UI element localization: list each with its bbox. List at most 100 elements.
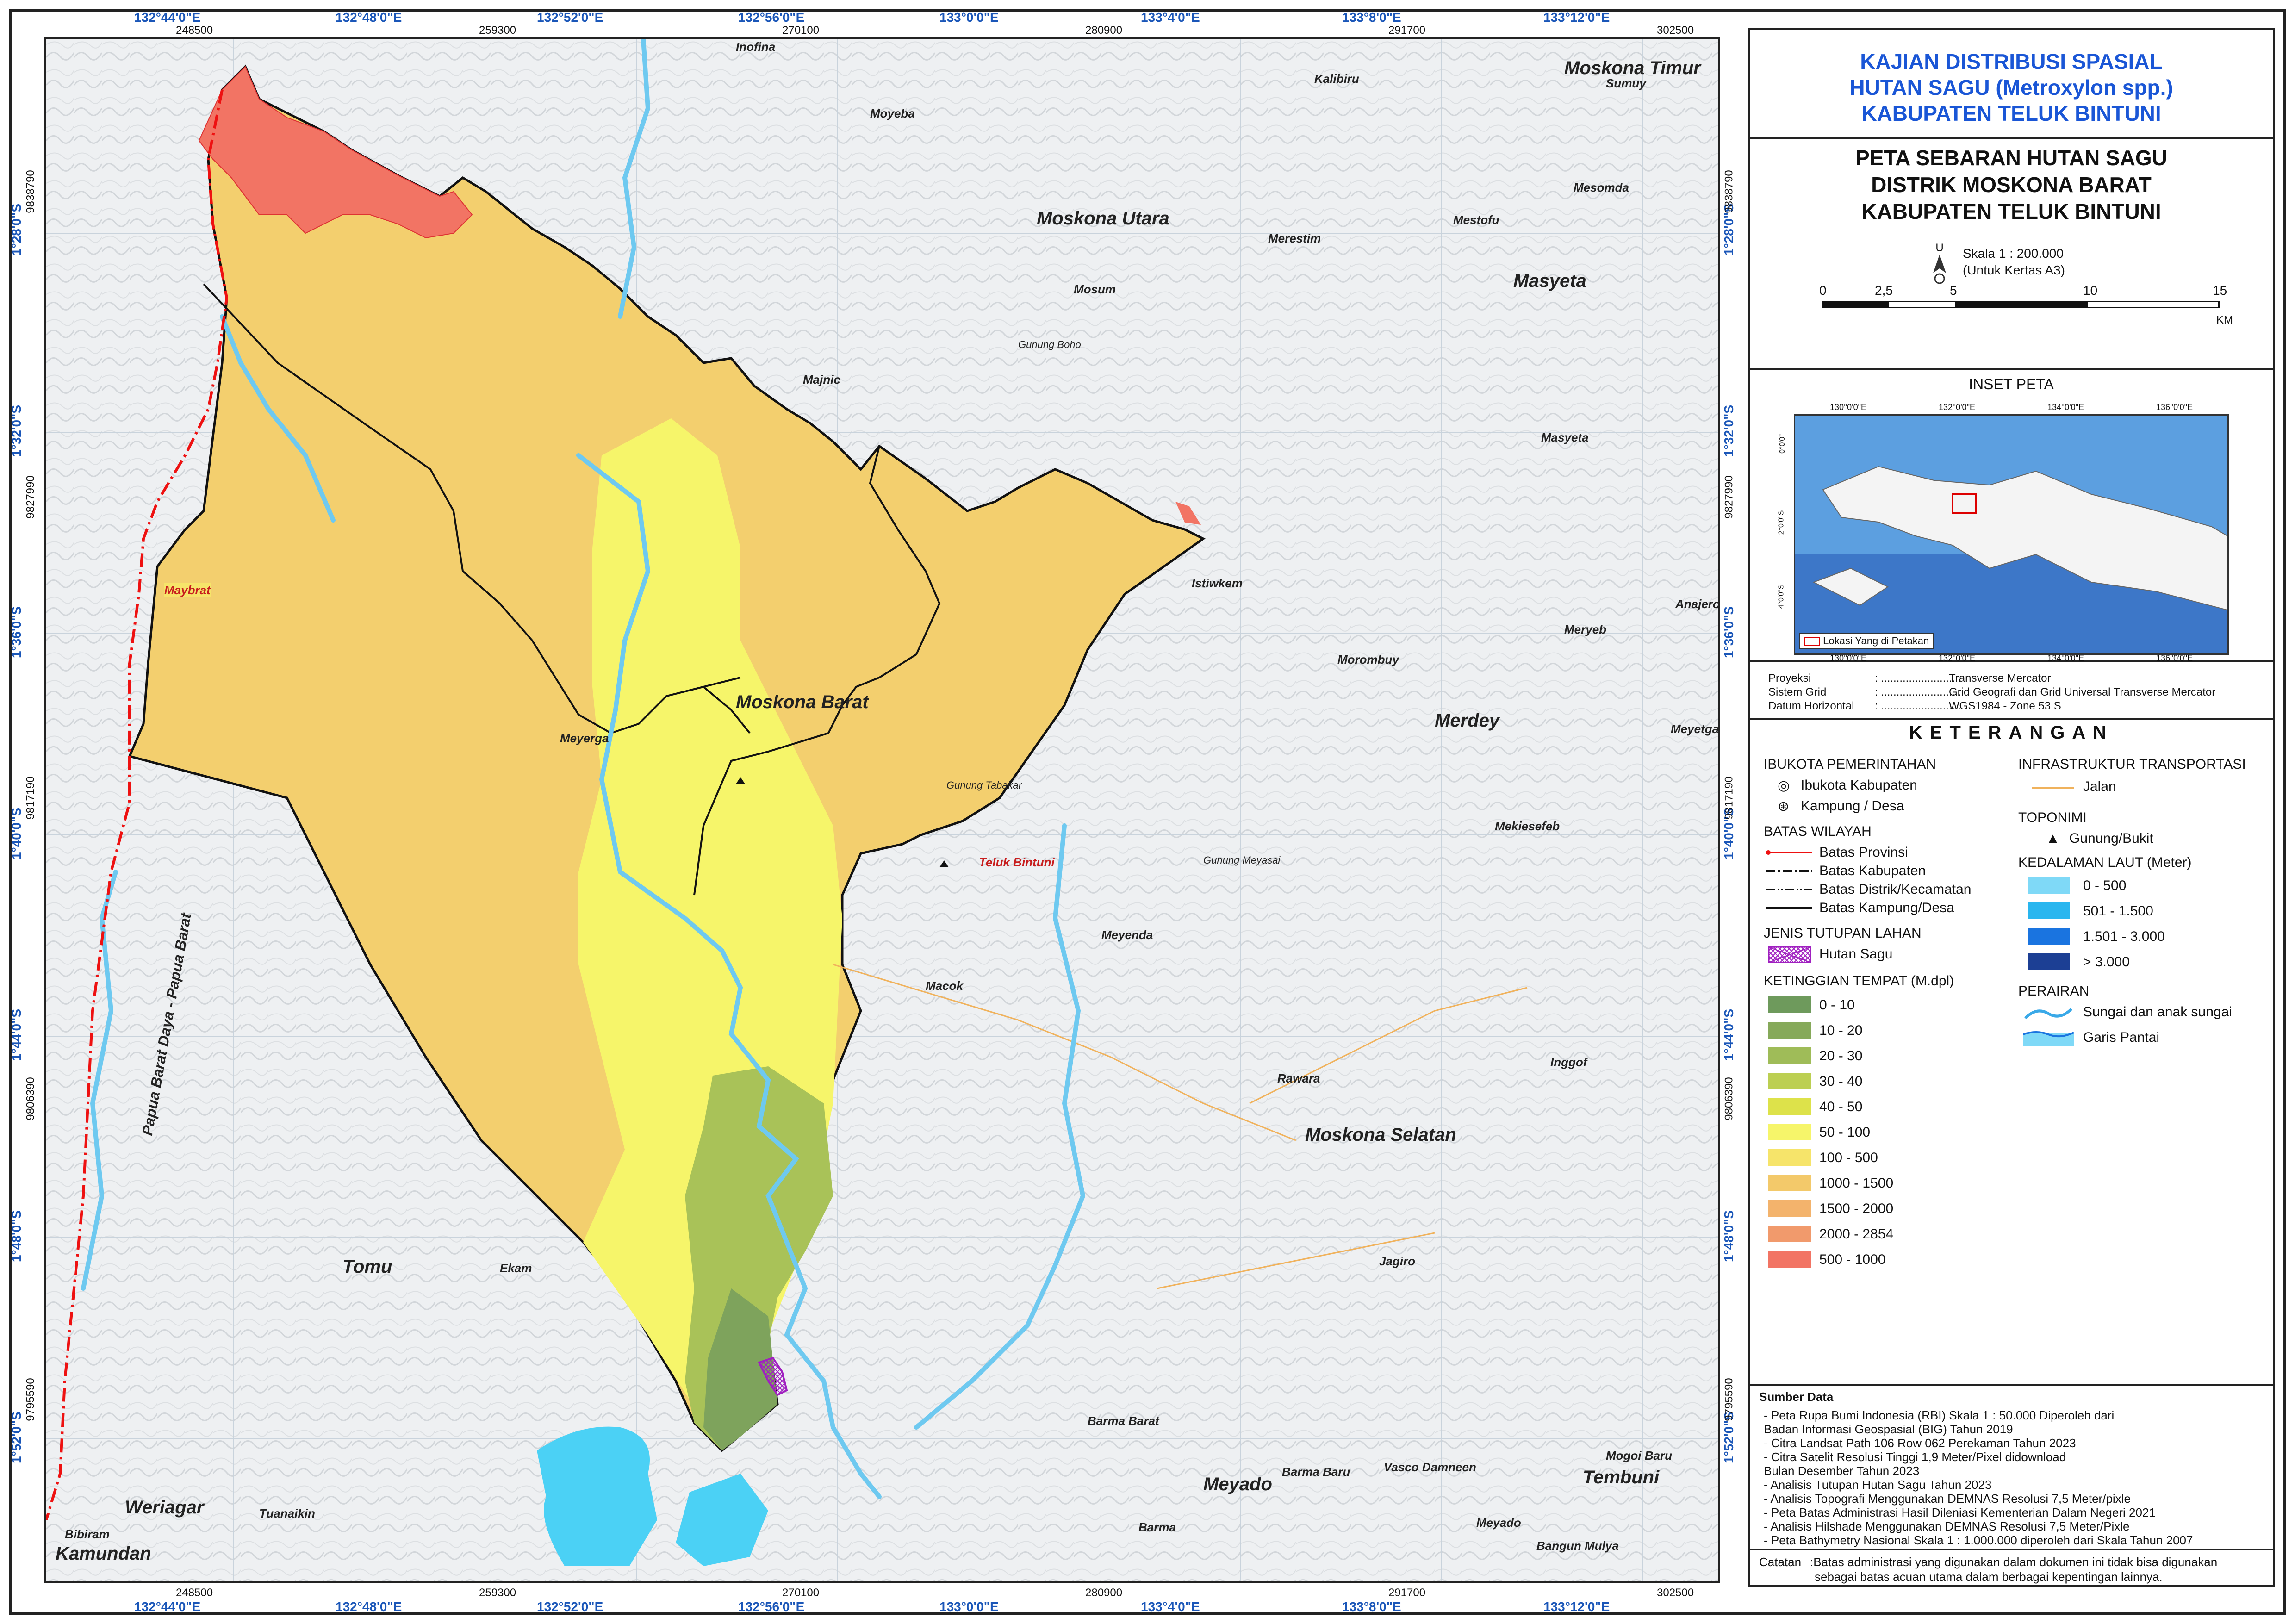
kedalaman-head: KEDALAMAN LAUT (Meter) — [2018, 855, 2192, 870]
depth-swatch — [2028, 877, 2070, 894]
elevation-label: 50 - 100 — [1819, 1125, 1871, 1140]
keterangan-box: KETERANGAN IBUKOTA PEMERINTAHAN ◎ Ibukot… — [1750, 720, 2273, 1386]
inset-map[interactable]: Lokasi Yang di Petakan — [1794, 414, 2229, 655]
hutan-sagu-patch[interactable] — [758, 1356, 788, 1396]
note-line1: :Batas administrasi yang digunakan dalam… — [1810, 1555, 2218, 1569]
elevation-label: 10 - 20 — [1819, 1023, 1863, 1038]
bottom-easting-6: 302500 — [1657, 1587, 1694, 1599]
bottom-lon-1: 132°44'0"E — [134, 1599, 201, 1614]
batas-kabupaten-label: Batas Kabupaten — [1819, 863, 1926, 878]
depth-swatch — [2028, 928, 2070, 945]
source-line: - Peta Rupa Bumi Indonesia (RBI) Skala 1… — [1764, 1408, 2115, 1422]
label-teluk-bintuni: Teluk Bintuni — [979, 855, 1055, 869]
sungai-label: Sungai dan anak sungai — [2083, 1004, 2232, 1020]
elevation-swatch — [1768, 1124, 1811, 1140]
label-gunung-boho: Gunung Boho — [1018, 339, 1081, 350]
sea-water-2 — [676, 1474, 768, 1566]
label-mosum: Mosum — [1074, 282, 1116, 296]
kampung-label: Kampung / Desa — [1801, 798, 1904, 814]
note-key: Catatan — [1759, 1555, 1802, 1569]
left-lat-2: 1°32'0"S — [9, 404, 24, 457]
inset-left-1: 0°0'0" — [1778, 434, 1786, 454]
inset-top-coords: 130°0'0"E 132°0'0"E 134°0'0"E 136°0'0"E — [1794, 403, 2229, 412]
top-lon-3: 132°52'0"E — [537, 10, 603, 25]
legend-panel: KAJIAN DISTRIBUSI SPASIAL HUTAN SAGU (Me… — [1748, 28, 2275, 1587]
inset-bottom-1: 130°0'0"E — [1829, 653, 1867, 663]
proj-sep-1: : .......................... — [1875, 672, 1961, 684]
project-title-line2: HUTAN SAGU (Metroxylon spp.) — [1849, 75, 2173, 100]
label-mogoi-baru: Mogoi Baru — [1606, 1449, 1672, 1462]
right-northing-4: 9806390 — [1723, 1077, 1735, 1120]
batas-head: BATAS WILAYAH — [1764, 824, 1872, 839]
inset-top-3: 134°0'0"E — [2047, 403, 2084, 412]
right-lat-3: 1°36'0"S — [1722, 606, 1736, 659]
bottom-easting-5: 291700 — [1388, 1587, 1426, 1599]
source-line: - Citra Landsat Path 106 Row 062 Perekam… — [1764, 1436, 2076, 1450]
elevation-swatch — [1768, 1022, 1811, 1039]
label-sumuy: Sumuy — [1606, 76, 1646, 90]
depth-label: 1.501 - 3.000 — [2083, 929, 2165, 944]
elevation-label: 1500 - 2000 — [1819, 1201, 1894, 1216]
label-mestofu: Mestofu — [1453, 213, 1499, 227]
top-lon-2: 132°48'0"E — [336, 10, 402, 25]
project-title-box: KAJIAN DISTRIBUSI SPASIAL HUTAN SAGU (Me… — [1750, 30, 2273, 139]
label-masyeta: Masyeta — [1513, 271, 1586, 291]
note-line2: sebagai batas acuan utama dalam berbagai… — [1815, 1570, 2163, 1584]
inset-legend: Lokasi Yang di Petakan — [1799, 633, 1934, 649]
label-tomu: Tomu — [342, 1257, 392, 1277]
depth-label: 501 - 1.500 — [2083, 903, 2153, 919]
map-title-line3: KABUPATEN TELUK BINTUNI — [1861, 199, 2161, 224]
label-merdey: Merdey — [1435, 710, 1500, 731]
mountain-marker-tabakar — [736, 777, 745, 784]
left-lat-1: 1°28'0"S — [9, 203, 24, 256]
page-frame — [9, 9, 2286, 1615]
top-lon-5: 133°0'0"E — [939, 10, 999, 25]
scale-unit: KM — [2216, 314, 2233, 326]
source-line: - Analisis Tutupan Hutan Sagu Tahun 2023 — [1764, 1478, 1992, 1492]
elevation-label: 20 - 30 — [1819, 1048, 1863, 1064]
label-barma-baru: Barma Baru — [1282, 1465, 1350, 1479]
map-title-box: PETA SEBARAN HUTAN SAGU DISTRIK MOSKONA … — [1750, 139, 2273, 370]
scale-tick-15: 15 — [2213, 283, 2227, 298]
main-map[interactable] — [46, 39, 1718, 1581]
inset-top-1: 130°0'0"E — [1829, 403, 1867, 412]
sea-water — [537, 1426, 657, 1566]
depth-swatch — [2028, 902, 2070, 919]
top-easting-5: 291700 — [1388, 24, 1426, 37]
proj-val-3: WGS1984 - Zone 53 S — [1949, 700, 2061, 712]
scale-tick-5: 5 — [1950, 283, 1957, 298]
label-kalibiru: Kalibiru — [1314, 72, 1359, 86]
label-vasco-damneen: Vasco Damneen — [1384, 1460, 1476, 1474]
top-lon-4: 132°56'0"E — [738, 10, 805, 25]
boundary-symbols — [1766, 850, 1812, 909]
source-line: Bulan Desember Tahun 2023 — [1764, 1464, 1920, 1478]
label-merestim: Merestim — [1268, 231, 1321, 245]
keterangan-title: KETERANGAN — [1909, 722, 2114, 743]
inset-bottom-3: 134°0'0"E — [2047, 653, 2084, 663]
top-easting-2: 259300 — [479, 24, 516, 37]
label-meyetga: Meyetga — [1671, 722, 1719, 736]
source-line: Badan Informasi Geospasial (BIG) Tahun 2… — [1764, 1422, 2013, 1436]
bottom-easting-4: 280900 — [1085, 1587, 1123, 1599]
rivers — [81, 39, 1086, 1499]
depth-label: > 3.000 — [2083, 954, 2130, 970]
label-kamundan: Kamundan — [56, 1543, 151, 1564]
bottom-lon-2: 132°48'0"E — [336, 1599, 402, 1614]
label-inofina: Inofina — [736, 40, 776, 54]
left-northing-5: 9795590 — [24, 1378, 37, 1421]
elevation-label: 0 - 10 — [1819, 997, 1855, 1013]
village-boundaries — [203, 283, 941, 896]
batas-distrik-label: Batas Distrik/Kecamatan — [1819, 882, 1972, 897]
elevation-label: 500 - 1000 — [1819, 1252, 1886, 1267]
inset-top-4: 136°0'0"E — [2156, 403, 2193, 412]
bottom-easting-2: 259300 — [479, 1587, 516, 1599]
elevation-swatch — [1768, 1175, 1811, 1191]
batas-kampung-label: Batas Kampung/Desa — [1819, 900, 1954, 915]
top-easting-6: 302500 — [1657, 24, 1694, 37]
inset-location-box — [1952, 493, 1977, 514]
proj-val-1: Transverse Mercator — [1949, 672, 2051, 684]
elevation-swatch — [1768, 1251, 1811, 1268]
top-easting-3: 270100 — [782, 24, 820, 37]
elevation-label: 2000 - 2854 — [1819, 1226, 1894, 1242]
gunung-label: Gunung/Bukit — [2069, 831, 2153, 846]
